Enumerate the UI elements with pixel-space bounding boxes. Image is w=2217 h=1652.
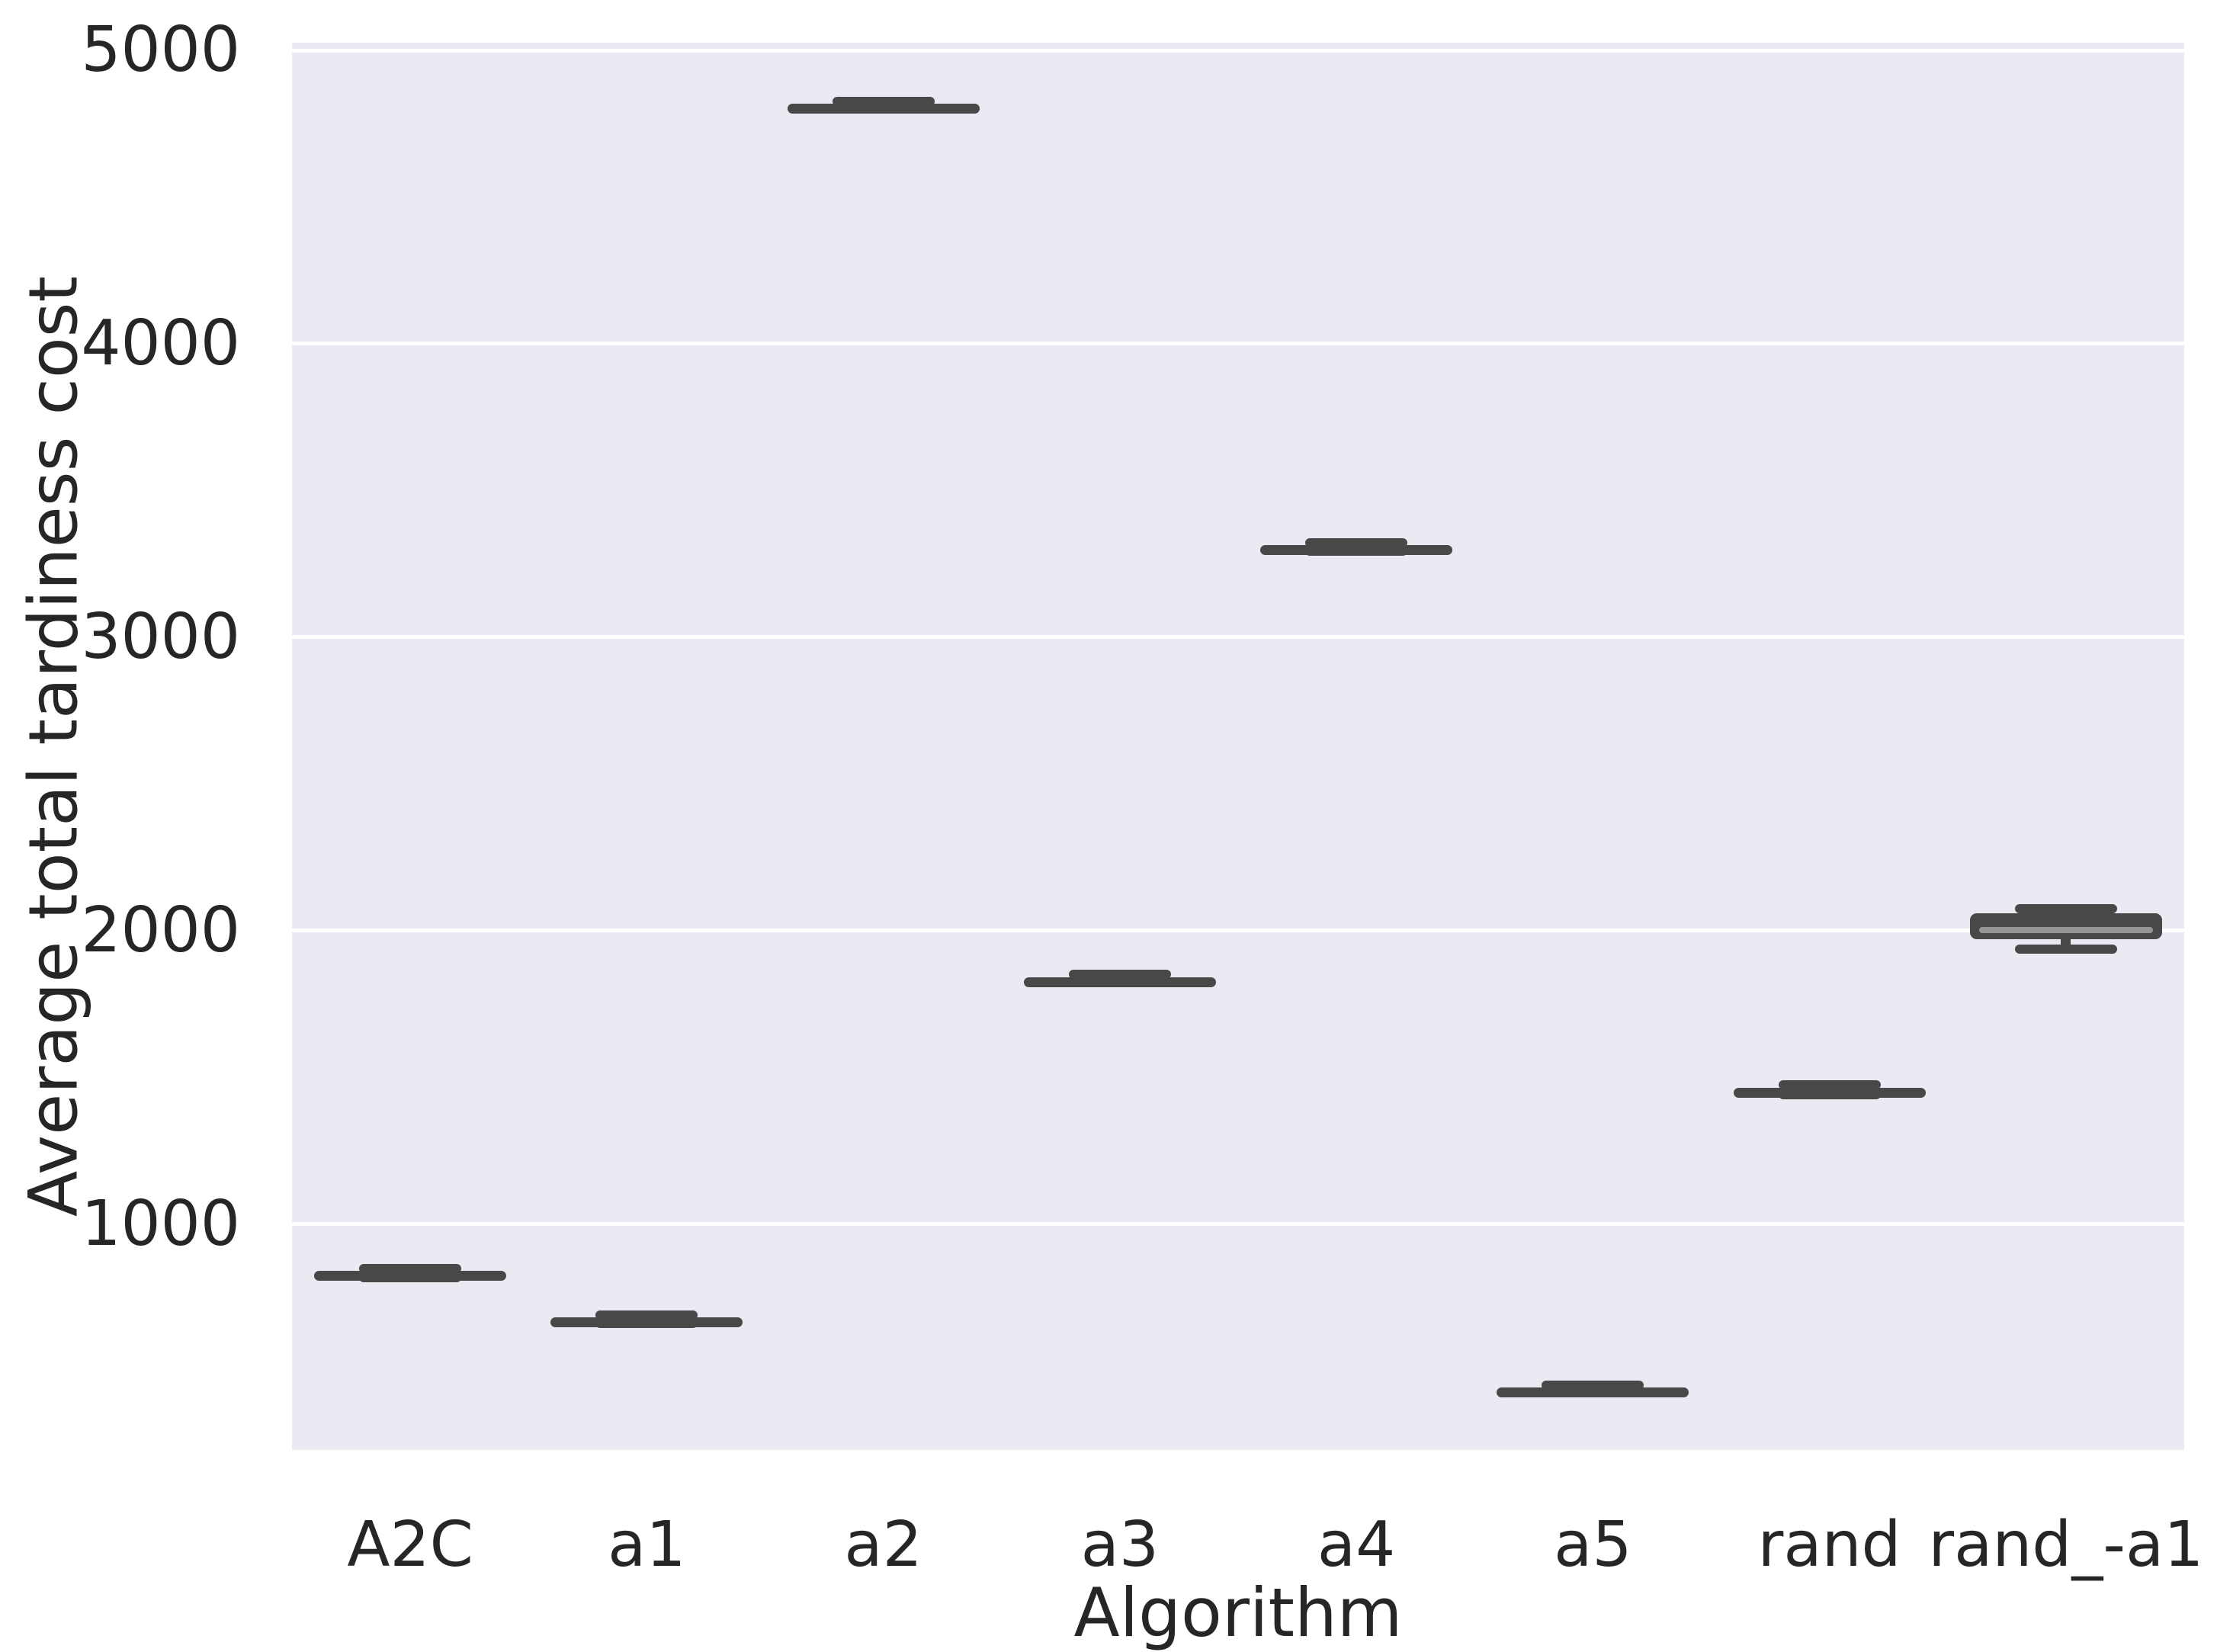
x-tick-label: a2	[844, 1509, 922, 1581]
gridline	[292, 929, 2184, 933]
x-tick-label: rand	[1757, 1509, 1901, 1581]
median-line	[1978, 926, 2153, 933]
x-tick-label: A2C	[347, 1509, 473, 1581]
whisker-cap	[2014, 903, 2117, 913]
x-tick-label: a3	[1080, 1509, 1160, 1581]
whisker-cap	[1542, 1380, 1644, 1390]
x-tick-label: rand_-a1	[1928, 1509, 2204, 1581]
gridline	[292, 635, 2184, 640]
whisker-cap	[359, 1264, 462, 1274]
x-tick-label: a1	[608, 1509, 686, 1581]
y-tick-label: 5000	[81, 14, 240, 86]
box	[1969, 913, 2162, 940]
whisker-cap	[1778, 1079, 1881, 1089]
box	[1023, 977, 1216, 987]
box	[1497, 1387, 1689, 1397]
y-tick-label: 4000	[81, 306, 240, 380]
x-axis-label: Algorithm	[1073, 1573, 1403, 1652]
whisker-cap	[1068, 970, 1171, 980]
box	[1733, 1088, 1926, 1099]
x-tick-label: a4	[1317, 1509, 1396, 1581]
plot-area	[292, 43, 2184, 1450]
box	[550, 1317, 743, 1328]
box	[1260, 544, 1453, 555]
whisker-cap	[595, 1310, 698, 1320]
box	[314, 1271, 507, 1282]
y-tick-label: 3000	[81, 600, 240, 673]
y-tick-label: 1000	[81, 1187, 240, 1260]
whisker-cap	[2014, 944, 2117, 954]
y-axis-label: Average total tardiness cost	[14, 275, 93, 1217]
box	[787, 103, 980, 114]
x-tick-label: a5	[1554, 1509, 1632, 1581]
gridline	[292, 48, 2184, 53]
gridline	[292, 1222, 2184, 1227]
whisker-cap	[1305, 537, 1408, 547]
y-tick-label: 2000	[81, 893, 240, 967]
gridline	[292, 342, 2184, 346]
whisker-cap	[832, 96, 935, 106]
